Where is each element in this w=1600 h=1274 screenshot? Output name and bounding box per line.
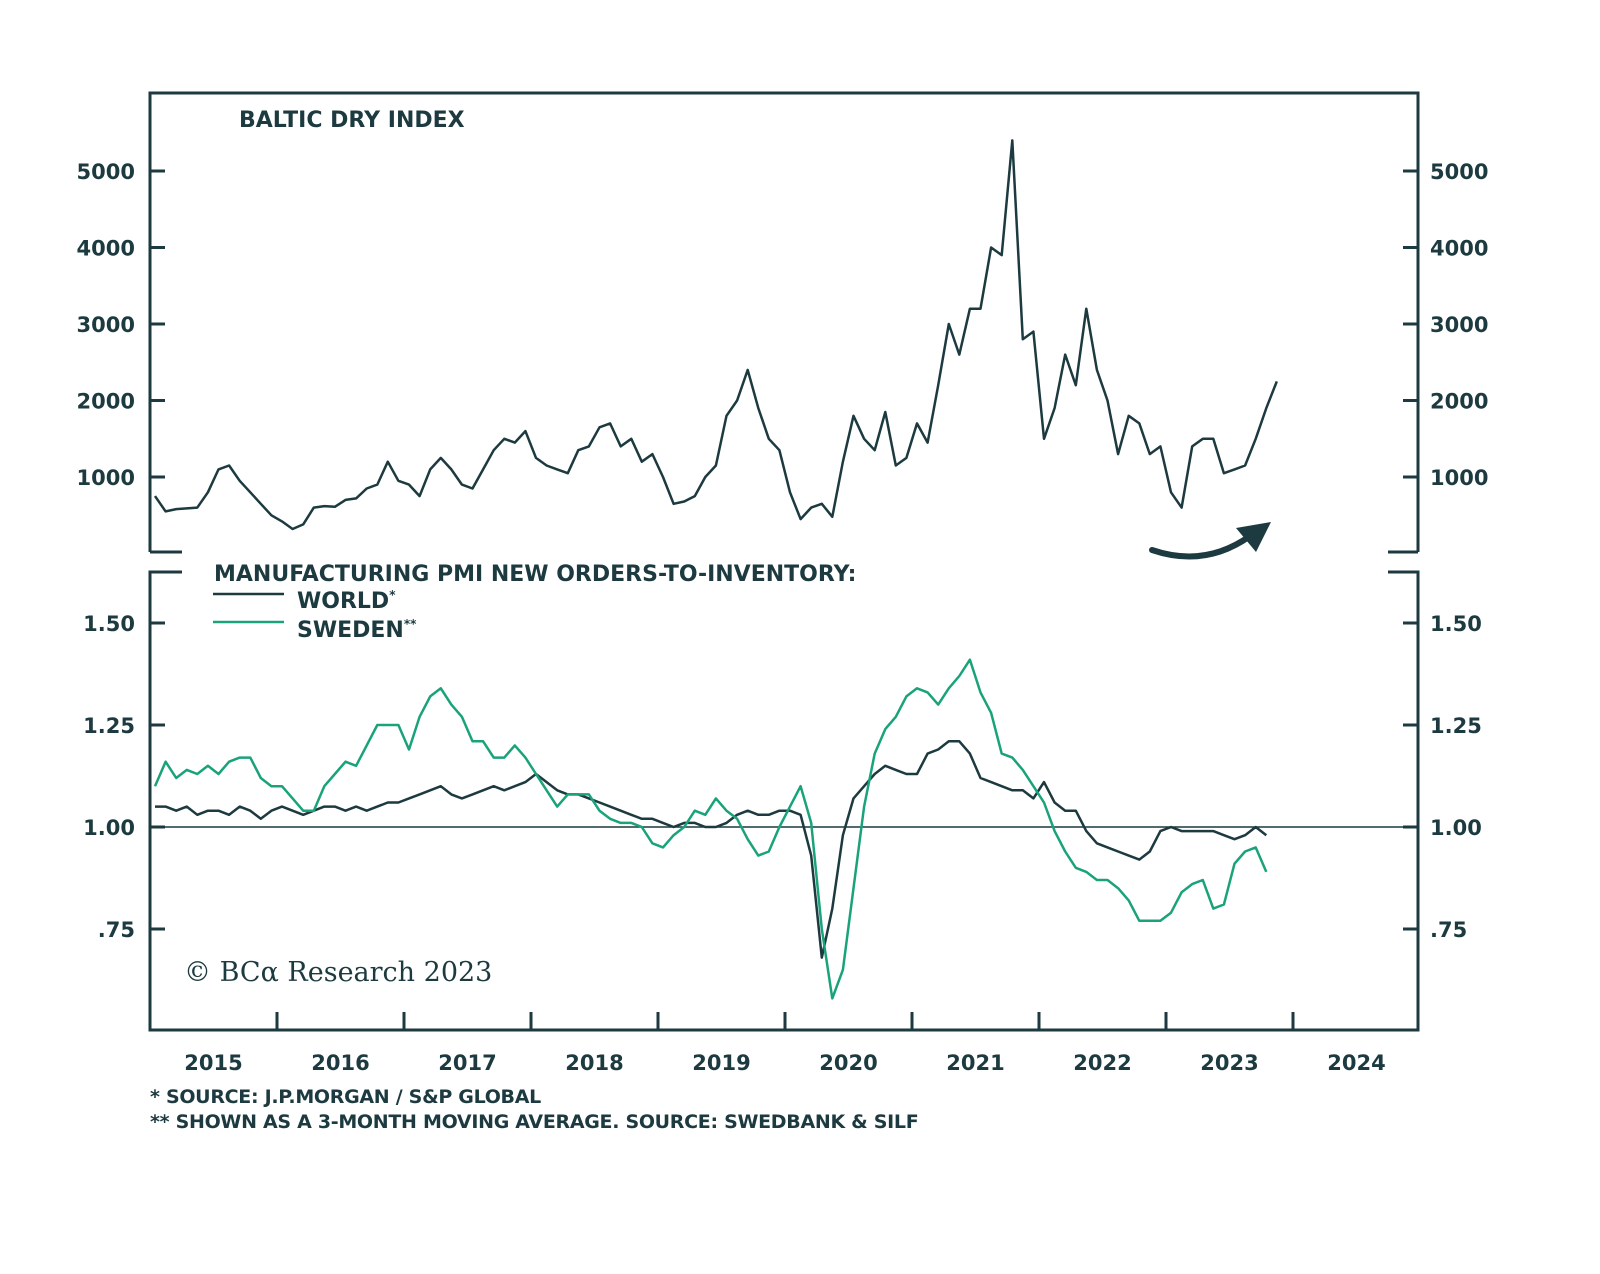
x-tick-label: 2018 [565,1051,623,1075]
legend-world-label: WORLD* [297,588,396,614]
y-tick-label-left: 1.50 [83,612,135,636]
x-tick-label: 2015 [184,1051,242,1075]
y-tick-label-right: 1000 [1430,466,1488,490]
series-line-sweden [153,658,1268,1000]
footnote-2: ** SHOWN AS A 3-MONTH MOVING AVERAGE. SO… [150,1111,919,1133]
upward-arrow-icon [1149,522,1271,560]
x-tick-label: 2024 [1327,1051,1385,1075]
y-tick-label-right: 1.50 [1430,612,1482,636]
top-panel-title: BALTIC DRY INDEX [239,108,465,133]
y-tick-label-right: 2000 [1430,390,1488,414]
legend-sweden-mark: ** [404,617,417,631]
legend-sweden-text: SWEDEN [297,618,404,643]
legend-world-text: WORLD [297,589,389,614]
legend-world-mark: * [389,588,396,602]
y-tick-label-left: 1.00 [83,816,135,840]
y-tick-label-right: 1.00 [1430,816,1482,840]
y-tick-label-right: 3000 [1430,313,1488,337]
x-tick-label: 2022 [1073,1051,1131,1075]
footnote-1: * SOURCE: J.P.MORGAN / S&P GLOBAL [150,1086,541,1108]
x-tick-label: 2020 [819,1051,877,1075]
bottom-panel-title: MANUFACTURING PMI NEW ORDERS-TO-INVENTOR… [214,562,856,587]
baltic-dry-index-line [153,139,1278,531]
legend-sweden-label: SWEDEN** [297,617,417,643]
y-tick-label-left: 1.25 [83,714,135,738]
x-tick-label: 2017 [438,1051,496,1075]
x-tick-label: 2016 [311,1051,369,1075]
y-tick-label-left: 5000 [77,160,135,184]
y-tick-label-right: 1.25 [1430,714,1482,738]
top-panel-frame [148,91,1420,554]
y-tick-label-left: 2000 [77,390,135,414]
y-tick-label-left: .75 [98,918,135,942]
y-tick-label-left: 4000 [77,237,135,261]
y-tick-label-left: 3000 [77,313,135,337]
y-tick-label-right: 4000 [1430,237,1488,261]
x-tick-label: 2021 [946,1051,1004,1075]
x-tick-label: 2023 [1200,1051,1258,1075]
y-tick-label-right: .75 [1430,918,1467,942]
copyright-watermark: © BCα Research 2023 [184,957,492,988]
series-line-world [155,740,1268,959]
y-tick-label-left: 1000 [77,466,135,490]
x-tick-label: 2019 [692,1051,750,1075]
axis-ticks: 1000 1000 2000 2000 3000 3000 4000 4000 5000 5000… [77,160,1489,1075]
y-tick-label-right: 5000 [1430,160,1488,184]
series-lines [150,139,1418,1000]
